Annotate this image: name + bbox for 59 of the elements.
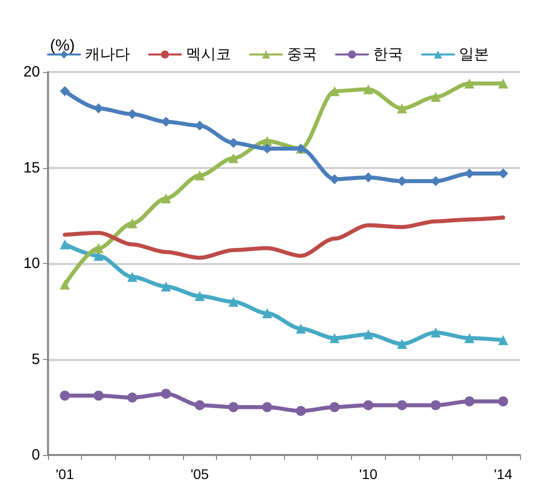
point <box>363 84 374 94</box>
point <box>194 291 205 302</box>
point <box>194 170 205 180</box>
point <box>228 296 238 307</box>
point <box>60 280 70 290</box>
point <box>161 193 171 204</box>
point <box>464 333 474 344</box>
point <box>94 243 104 254</box>
point <box>397 400 407 410</box>
legend-label: 한국 <box>373 46 403 63</box>
point <box>430 400 441 410</box>
point <box>60 239 70 250</box>
point <box>363 400 374 410</box>
point <box>161 281 171 292</box>
point <box>60 390 70 401</box>
point <box>228 153 238 164</box>
point <box>127 272 138 282</box>
point <box>397 103 407 114</box>
point <box>464 78 474 88</box>
x-tick-label: '01 <box>56 466 74 482</box>
y-axis-title: (%) <box>50 38 75 54</box>
point <box>330 86 340 96</box>
point <box>498 78 508 88</box>
point <box>498 335 508 346</box>
x-tick-label: '05 <box>190 466 210 482</box>
point <box>161 388 171 399</box>
y-tick-label: 10 <box>23 255 40 272</box>
legend-label: 캐나다 <box>85 46 130 63</box>
y-tick-label: 20 <box>23 64 40 80</box>
point <box>228 138 238 148</box>
point <box>296 406 306 416</box>
legend-label: 일본 <box>459 46 489 63</box>
y-tick-label: 0 <box>32 446 40 464</box>
point <box>262 308 272 318</box>
x-tick-label: '10 <box>359 466 378 482</box>
legend-label: 중국 <box>287 46 317 63</box>
x-tick-label: '14 <box>494 466 512 482</box>
point <box>262 402 272 412</box>
y-tick-label: 5 <box>32 350 40 368</box>
point <box>464 396 474 406</box>
point <box>330 333 340 344</box>
point <box>228 402 238 412</box>
point <box>296 324 306 334</box>
point <box>161 116 171 127</box>
legend-label: 멕시코 <box>186 46 231 63</box>
point <box>127 109 138 120</box>
point <box>430 92 441 102</box>
point <box>60 86 70 96</box>
point <box>363 329 374 340</box>
line-series <box>62 216 506 260</box>
point <box>330 402 340 412</box>
point <box>127 218 138 228</box>
y-tick-label: 15 <box>23 159 40 176</box>
point <box>127 392 138 403</box>
point <box>94 390 104 401</box>
point <box>430 327 441 338</box>
point <box>498 396 508 406</box>
point <box>194 400 205 410</box>
point <box>397 338 407 349</box>
